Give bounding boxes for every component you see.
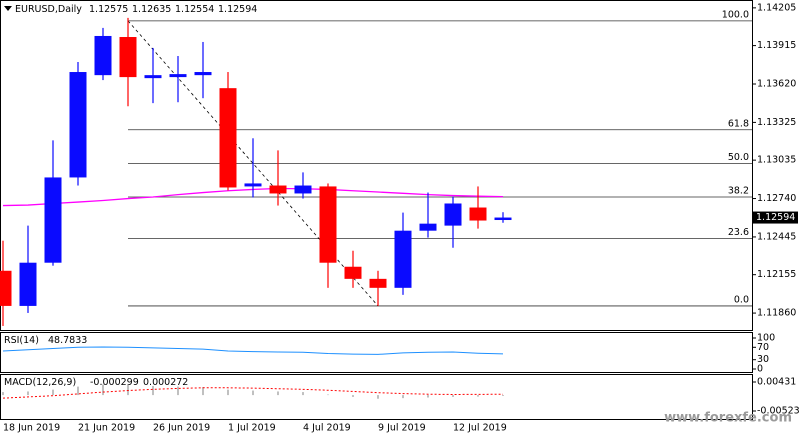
fib-label: 23.6	[728, 227, 749, 238]
y-tick-label: 70	[757, 342, 769, 353]
candle-body	[169, 74, 187, 78]
candle-body	[444, 203, 462, 226]
open-value: 1.12575	[89, 4, 128, 15]
candle-body	[19, 262, 37, 306]
x-tick-label: 9 Jul 2019	[378, 423, 426, 434]
y-tick-label: 30	[757, 354, 769, 365]
candle-body	[119, 37, 137, 78]
y-tick-label: 1.12445	[757, 231, 796, 242]
y-tick-label: 1.13620	[757, 79, 796, 90]
y-tick-label: 0	[757, 364, 763, 375]
candle-body	[69, 72, 87, 178]
price-label: 1.12594	[756, 212, 795, 223]
macd-title: MACD(12,26,9)	[4, 377, 76, 388]
watermark: www.forexfe.com	[664, 411, 792, 426]
candle-body	[319, 186, 337, 263]
y-tick-label: 1.12155	[757, 269, 796, 280]
candle-body	[469, 207, 487, 221]
x-tick-label: 12 Jul 2019	[453, 423, 507, 434]
candle-body	[0, 270, 12, 306]
macd-pane	[0, 374, 753, 420]
y-tick-label: 1.13325	[757, 117, 796, 128]
y-tick-label: 0.00431	[757, 377, 796, 388]
candle-body	[369, 278, 387, 288]
fib-label: 0.0	[734, 294, 749, 305]
macd-header: MACD(12,26,9) -0.000299 0.000272	[4, 377, 188, 388]
chart-header: EURUSD,Daily 1.12575 1.12635 1.12554 1.1…	[15, 4, 257, 15]
candle-body	[94, 35, 112, 76]
y-tick-label: 1.12740	[757, 193, 796, 204]
symbol: EURUSD,Daily	[15, 4, 82, 15]
signal-line	[2, 387, 504, 399]
fib-label: 61.8	[728, 118, 749, 129]
x-tick-label: 26 Jun 2019	[153, 423, 210, 434]
y-tick-label: 1.14205	[757, 2, 796, 13]
candle-body	[344, 266, 362, 279]
y-tick-label: 1.13035	[757, 155, 796, 166]
close-value: 1.12594	[218, 4, 257, 15]
y-tick-label: 1.13915	[757, 40, 796, 51]
signal-value: 0.000272	[143, 377, 188, 388]
candle-body	[219, 88, 237, 188]
rsi-line	[2, 346, 504, 355]
candle-body	[294, 185, 312, 194]
macd-value: -0.000299	[90, 377, 139, 388]
menu-icon	[4, 6, 12, 11]
x-tick-label: 4 Jul 2019	[303, 423, 351, 434]
rsi-title: RSI(14)	[4, 335, 39, 346]
candle-body	[394, 230, 412, 288]
high-value: 1.12635	[132, 4, 171, 15]
fib-label: 50.0	[728, 152, 749, 163]
fib-label: 100.0	[722, 9, 749, 20]
candle-body	[269, 185, 287, 194]
candle-body	[194, 72, 212, 76]
candle-body	[419, 223, 437, 231]
x-tick-label: 1 Jul 2019	[228, 423, 276, 434]
price-box	[752, 211, 798, 224]
candle-body	[44, 177, 62, 263]
fib-label: 38.2	[728, 186, 749, 197]
rsi-pane	[0, 332, 753, 373]
x-tick-label: 21 Jun 2019	[78, 423, 135, 434]
main-pane	[0, 0, 753, 331]
y-tick-label: 100	[757, 333, 775, 344]
y-tick-label: 1.11860	[757, 308, 796, 319]
x-tick-label: 18 Jun 2019	[3, 423, 60, 434]
rsi-header: RSI(14) 48.7833	[4, 335, 87, 346]
candle-body	[144, 75, 162, 79]
rsi-value: 48.7833	[48, 335, 87, 346]
low-value: 1.12554	[175, 4, 214, 15]
y-tick-label: -0.00523	[757, 406, 800, 417]
candle-body	[494, 217, 512, 221]
candle-body	[244, 183, 262, 187]
